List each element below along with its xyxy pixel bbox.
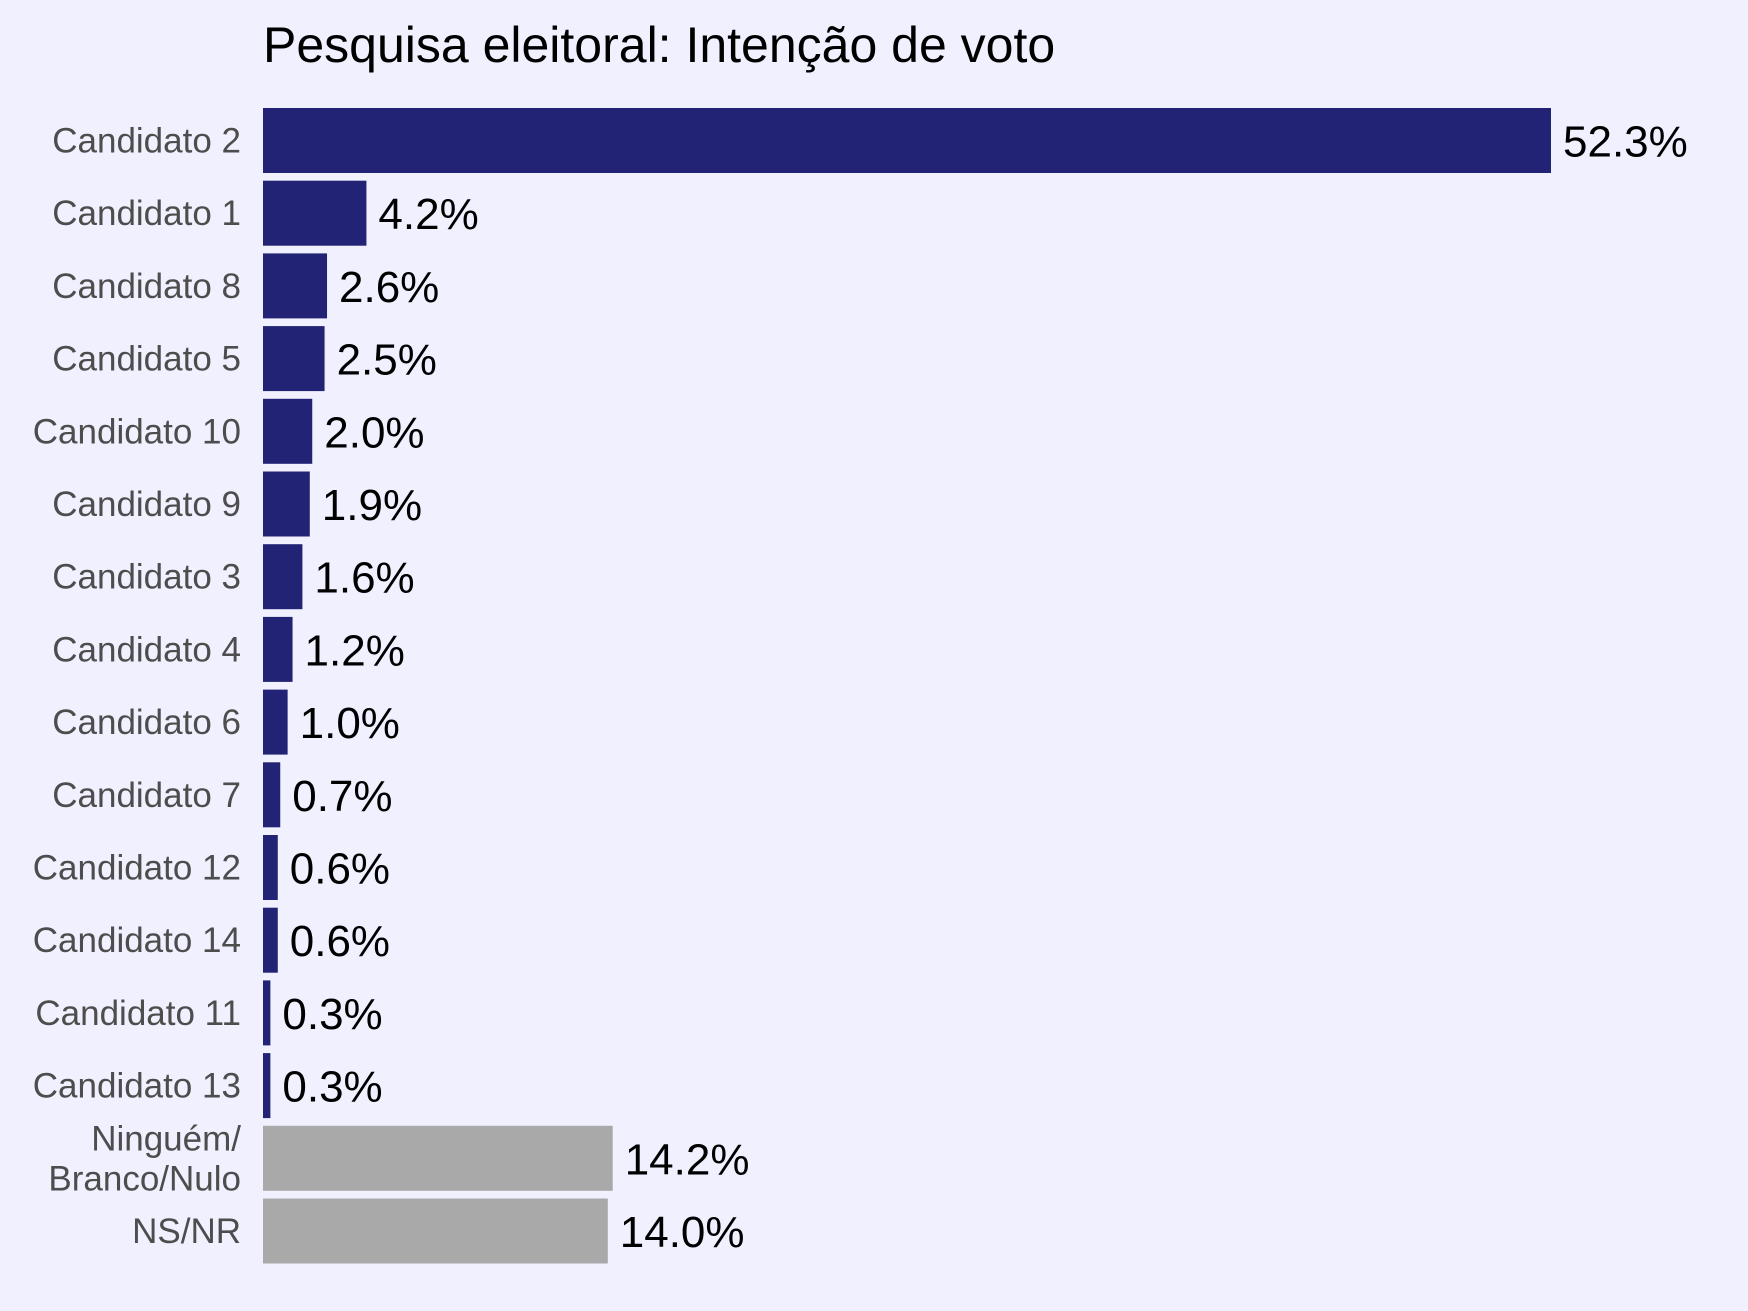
bar-3 xyxy=(263,326,325,392)
value-label-5: 1.9% xyxy=(322,481,422,530)
bar-8 xyxy=(263,689,288,755)
category-label-15: NS/NR xyxy=(132,1212,241,1251)
bar-13 xyxy=(263,1053,271,1119)
category-label-13: Candidato 13 xyxy=(33,1067,241,1106)
bar-7 xyxy=(263,616,293,682)
bar-2 xyxy=(263,253,328,319)
value-label-1: 4.2% xyxy=(378,190,478,239)
bar-1 xyxy=(263,180,367,246)
bar-5 xyxy=(263,471,310,537)
category-label-3: Candidato 5 xyxy=(52,340,241,379)
bar-4 xyxy=(263,398,313,464)
bar-10 xyxy=(263,835,278,900)
value-label-0: 52.3% xyxy=(1563,118,1688,167)
value-label-13: 0.3% xyxy=(282,1063,382,1112)
category-label-7: Candidato 4 xyxy=(52,630,241,669)
bars-group xyxy=(263,108,1551,1264)
category-label-2: Candidato 8 xyxy=(52,267,241,306)
value-label-8: 1.0% xyxy=(300,699,400,748)
chart-title: Pesquisa eleitoral: Intenção de voto xyxy=(263,17,1055,73)
bar-15 xyxy=(263,1198,608,1264)
category-label-6: Candidato 3 xyxy=(52,558,241,597)
value-label-4: 2.0% xyxy=(324,408,424,457)
value-label-2: 2.6% xyxy=(339,263,439,312)
category-label-4: Candidato 10 xyxy=(33,412,241,451)
category-label-14: Ninguém/Branco/Nulo xyxy=(48,1119,241,1198)
category-label-5: Candidato 9 xyxy=(52,485,241,524)
bar-12 xyxy=(263,980,271,1046)
value-labels-group: 52.3% 4.2% 2.6% 2.5% 2.0% 1.9% 1.6% 1.2% 1.0% 0.7… xyxy=(282,118,1687,1258)
category-label-12: Candidato 11 xyxy=(35,994,241,1033)
category-label-10: Candidato 12 xyxy=(33,849,241,888)
bar-6 xyxy=(263,544,303,610)
category-label-1: Candidato 1 xyxy=(52,194,241,233)
category-labels-group: Candidato 2 Candidato 1 Candidato 8 Candida… xyxy=(33,122,242,1252)
value-label-15: 14.0% xyxy=(620,1208,745,1257)
value-label-11: 0.6% xyxy=(290,917,390,966)
value-label-9: 0.7% xyxy=(292,772,392,821)
bar-14 xyxy=(263,1125,613,1191)
category-label-0: Candidato 2 xyxy=(52,122,241,161)
value-label-12: 0.3% xyxy=(282,990,382,1039)
value-label-14: 14.2% xyxy=(625,1135,750,1184)
value-label-7: 1.2% xyxy=(305,626,405,675)
category-label-8: Candidato 6 xyxy=(52,703,241,742)
bar-9 xyxy=(263,762,281,828)
category-label-9: Candidato 7 xyxy=(52,776,241,815)
bar-0 xyxy=(263,108,1551,173)
value-label-6: 1.6% xyxy=(314,554,414,603)
bar-11 xyxy=(263,907,278,973)
value-label-10: 0.6% xyxy=(290,845,390,894)
value-label-3: 2.5% xyxy=(337,336,437,385)
category-label-11: Candidato 14 xyxy=(33,921,241,960)
